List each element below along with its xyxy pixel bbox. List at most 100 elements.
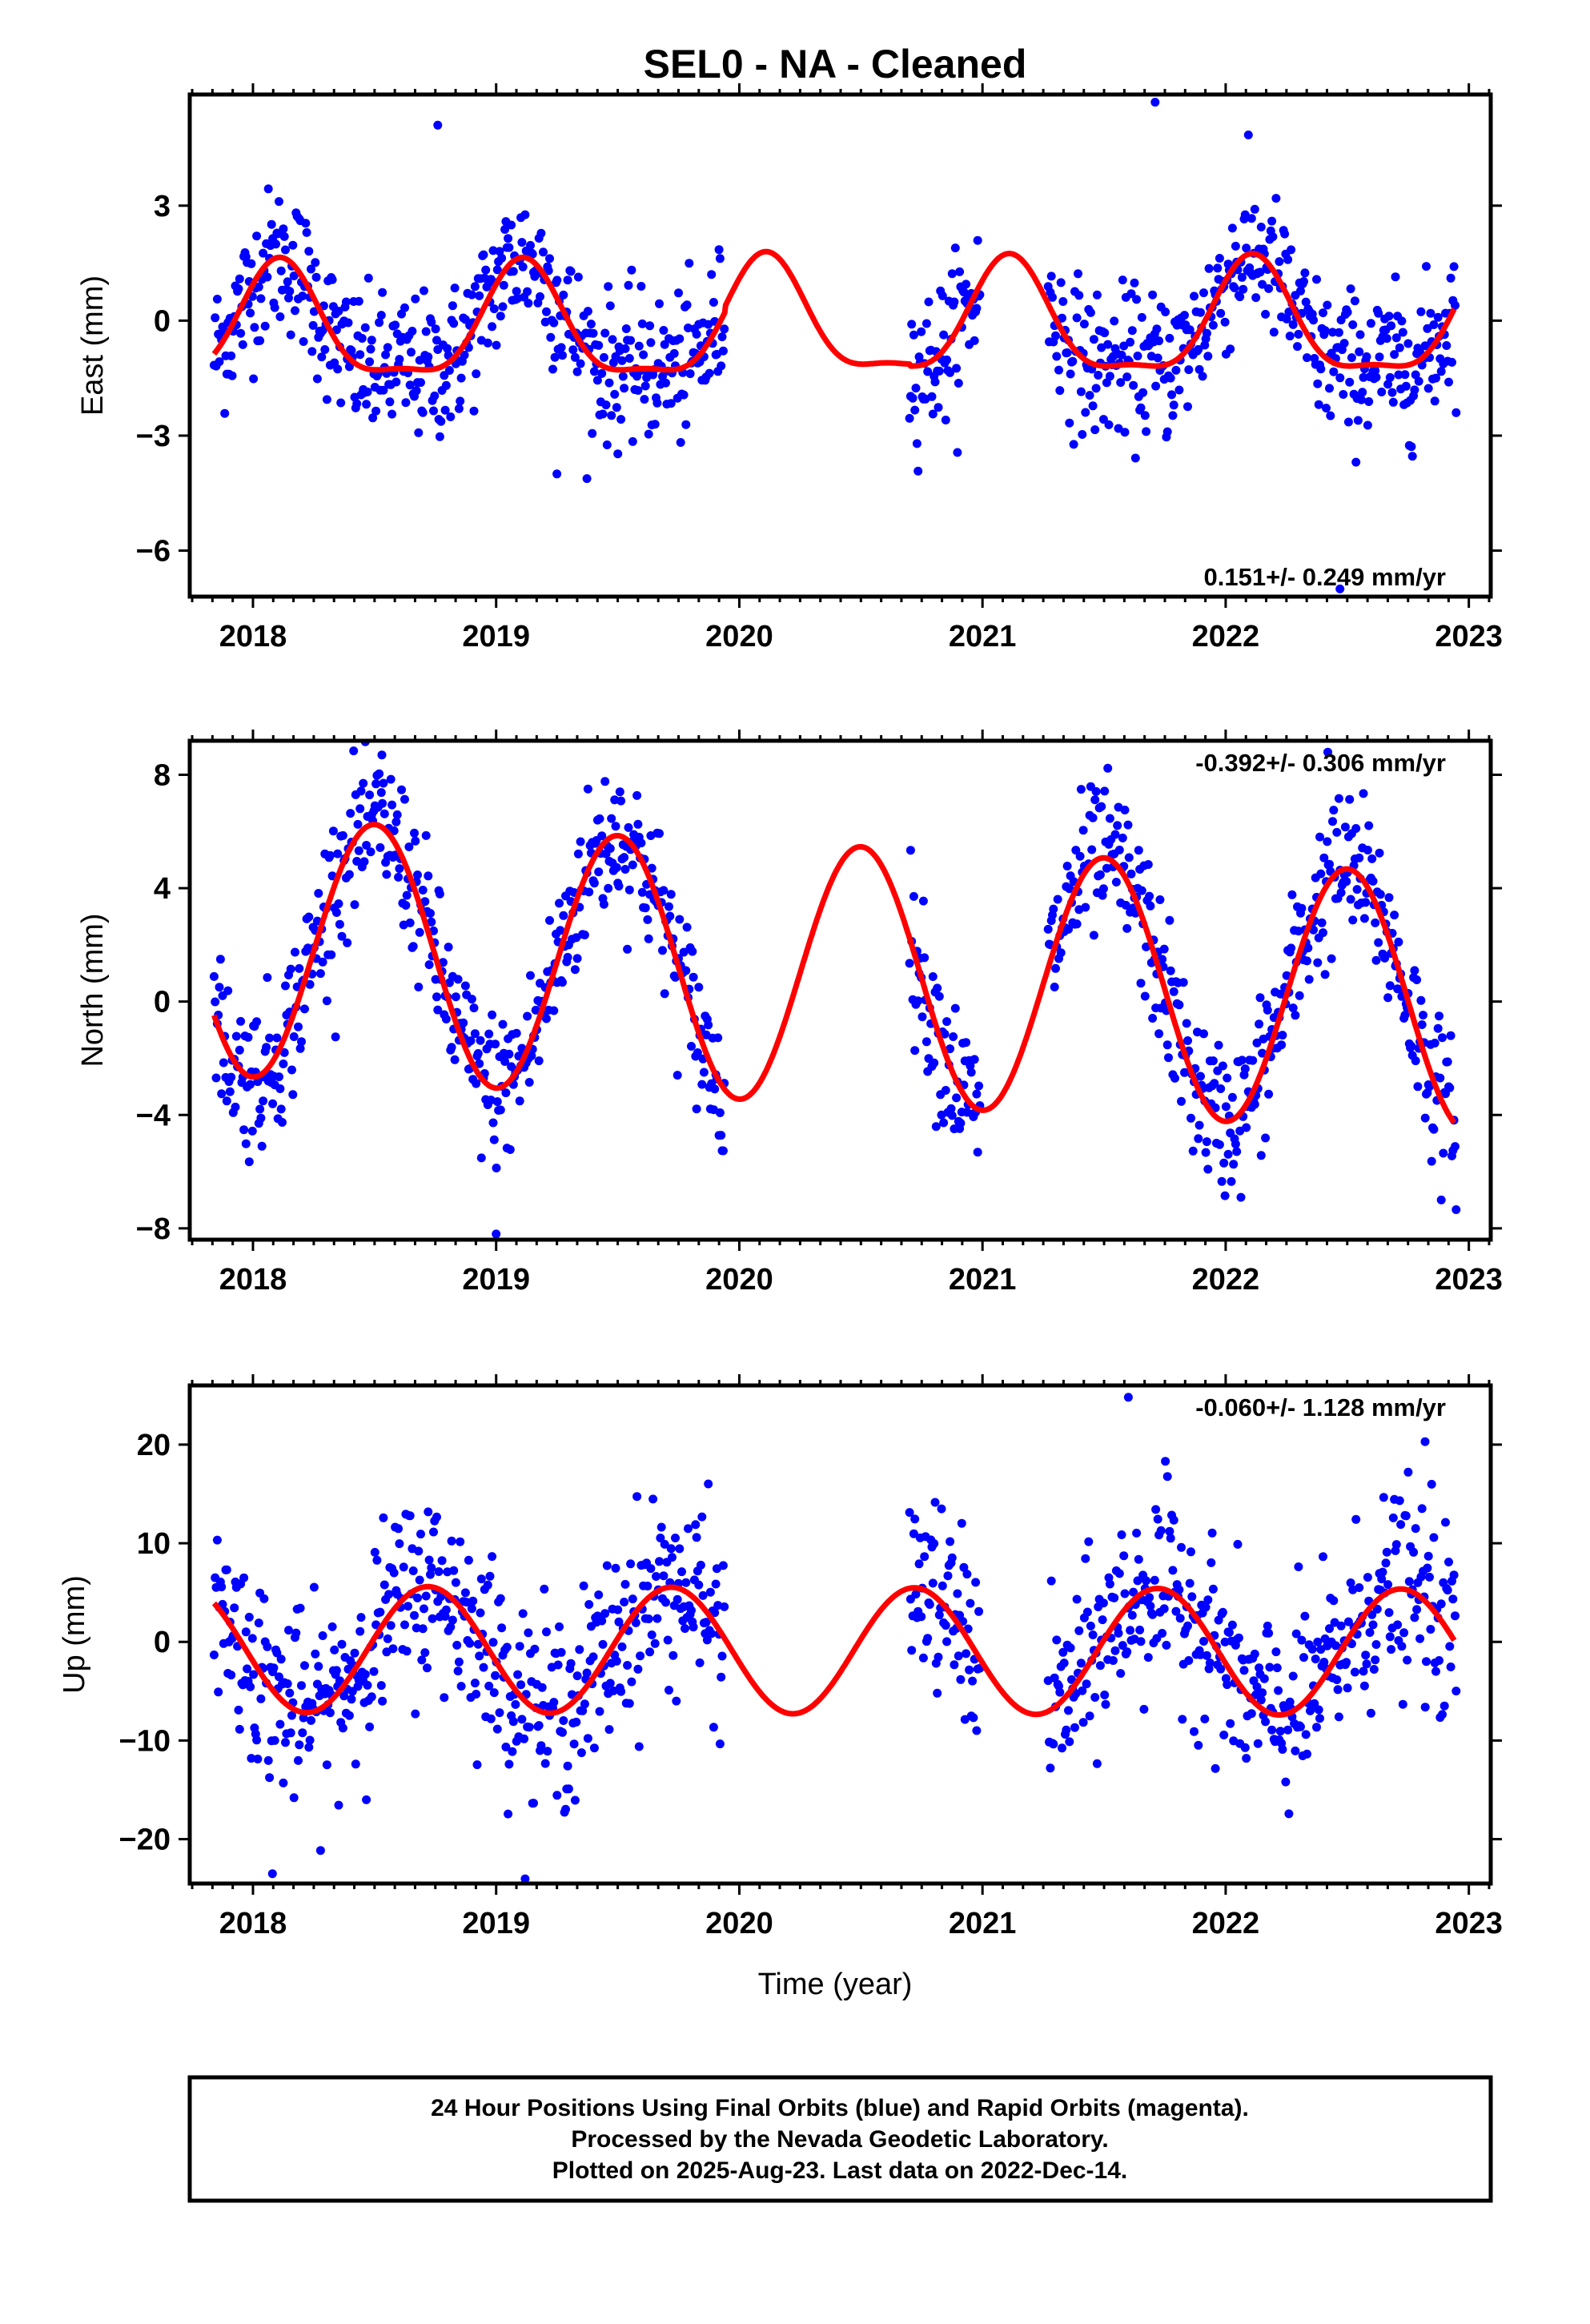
data-point xyxy=(1316,869,1326,879)
data-point xyxy=(956,1675,966,1684)
data-point xyxy=(215,357,224,367)
data-point xyxy=(331,1666,341,1675)
data-point xyxy=(456,1537,465,1546)
data-point xyxy=(597,831,607,841)
data-point xyxy=(917,1612,926,1622)
data-point xyxy=(1126,337,1135,347)
data-point xyxy=(669,1651,678,1660)
data-point xyxy=(517,238,527,247)
data-point xyxy=(1329,1596,1339,1606)
data-point xyxy=(713,1033,723,1043)
data-point xyxy=(460,1588,470,1598)
data-point xyxy=(1258,1688,1267,1698)
data-point xyxy=(1150,1575,1159,1585)
data-point xyxy=(1429,1124,1439,1134)
data-point xyxy=(1122,923,1132,933)
data-point xyxy=(1166,1534,1175,1543)
data-point xyxy=(933,983,942,993)
data-point xyxy=(1177,1096,1186,1106)
data-point xyxy=(275,1084,285,1093)
data-point xyxy=(1104,420,1114,429)
data-point xyxy=(1451,1205,1461,1214)
data-point xyxy=(408,327,417,336)
data-point xyxy=(645,1647,655,1657)
data-point xyxy=(383,1634,392,1643)
data-point xyxy=(366,847,375,857)
data-point xyxy=(488,1010,497,1019)
data-point xyxy=(1332,827,1342,837)
x-tick-label: 2023 xyxy=(1435,620,1503,653)
data-point xyxy=(905,959,914,968)
data-point xyxy=(1383,1580,1393,1590)
data-point xyxy=(1070,1723,1079,1732)
data-point xyxy=(949,1032,958,1041)
data-point xyxy=(546,332,556,342)
data-point xyxy=(1175,1614,1185,1623)
data-point xyxy=(1397,1642,1407,1651)
data-point xyxy=(1383,380,1393,389)
data-point xyxy=(483,1580,492,1590)
data-point xyxy=(423,1663,432,1673)
data-point xyxy=(1098,884,1108,894)
data-point xyxy=(1449,1570,1459,1580)
data-point xyxy=(699,1068,709,1077)
data-point xyxy=(1323,747,1332,757)
data-point xyxy=(1313,379,1323,388)
data-point xyxy=(1183,402,1192,412)
data-point xyxy=(971,1578,981,1587)
data-point xyxy=(1153,1514,1162,1524)
data-point xyxy=(704,1020,713,1030)
data-point xyxy=(1168,1566,1178,1575)
data-point xyxy=(244,1612,254,1622)
data-point xyxy=(941,1621,950,1630)
data-point xyxy=(1223,1680,1232,1690)
data-point xyxy=(632,790,642,800)
data-point xyxy=(300,1004,309,1014)
data-point xyxy=(1240,1064,1250,1074)
data-point xyxy=(496,1594,505,1603)
east-model-curve xyxy=(211,248,1457,373)
data-point xyxy=(259,1096,268,1106)
data-point xyxy=(249,1670,259,1679)
data-point xyxy=(1285,332,1295,341)
data-point xyxy=(937,1504,946,1514)
data-point xyxy=(1339,390,1348,399)
data-point xyxy=(665,911,675,921)
data-point xyxy=(1255,1663,1264,1673)
data-point xyxy=(1092,1759,1102,1768)
data-point xyxy=(1261,1717,1271,1727)
data-point xyxy=(263,1642,272,1651)
data-point xyxy=(588,1652,598,1662)
data-point xyxy=(648,1494,658,1504)
data-point xyxy=(914,1559,924,1569)
data-point xyxy=(1385,981,1395,991)
data-point xyxy=(1388,1513,1398,1522)
data-point xyxy=(384,1590,394,1599)
data-point xyxy=(1162,1472,1172,1482)
data-point xyxy=(1284,1809,1294,1819)
data-point xyxy=(252,1017,262,1027)
data-point xyxy=(954,379,963,388)
data-point xyxy=(1342,1658,1351,1667)
data-point xyxy=(1388,397,1398,407)
data-point xyxy=(1299,1653,1308,1663)
data-point xyxy=(685,259,694,268)
data-point xyxy=(1415,1634,1425,1643)
data-point xyxy=(1049,1739,1058,1749)
data-point xyxy=(420,897,430,907)
data-point xyxy=(1374,938,1383,947)
data-point xyxy=(974,1606,984,1616)
data-point xyxy=(427,917,436,927)
x-tick-label: 2023 xyxy=(1435,1907,1503,1940)
data-point xyxy=(215,983,224,992)
data-point xyxy=(219,1058,228,1068)
data-point xyxy=(236,328,246,338)
data-point xyxy=(1347,353,1356,363)
data-point xyxy=(1275,257,1284,267)
y-tick-label: 8 xyxy=(154,758,171,792)
data-point xyxy=(1275,1727,1285,1736)
data-point xyxy=(1352,885,1362,895)
data-point xyxy=(505,1145,515,1154)
data-point xyxy=(566,1659,576,1668)
